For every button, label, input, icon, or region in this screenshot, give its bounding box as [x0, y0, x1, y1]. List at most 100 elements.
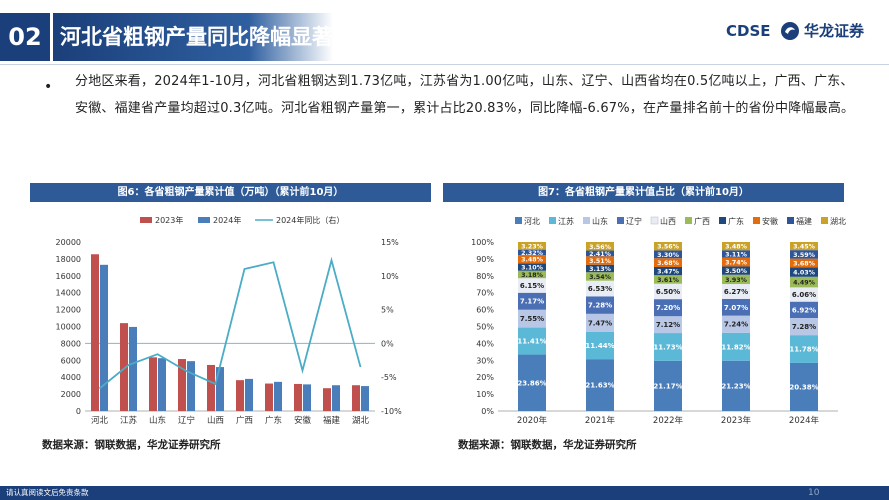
segment-label: 3.48%: [725, 244, 748, 251]
legend-label-yoy: 2024年同比（右）: [276, 215, 344, 225]
y-tick: 100%: [471, 238, 494, 247]
segment-label: 3.68%: [793, 260, 816, 267]
legend-swatch: [650, 216, 659, 225]
bullet-dot: •: [44, 79, 53, 95]
bar-2024: [100, 264, 108, 411]
bar-2024: [332, 385, 340, 411]
stack-segment: [586, 250, 614, 257]
stack-segment: [790, 317, 818, 336]
stack-segment: [722, 257, 750, 267]
stack-segment: [654, 275, 682, 284]
footer-bar: [0, 486, 889, 500]
section-number: 02: [0, 13, 50, 61]
bar-2024: [129, 326, 137, 411]
stack-segment: [518, 278, 546, 293]
bar-2023: [352, 385, 360, 411]
bar-2023: [120, 323, 128, 411]
legend-swatch: [753, 217, 760, 224]
segment-label: 11.82%: [721, 343, 750, 351]
segment-label: 6.92%: [792, 306, 816, 314]
legend-swatch: [549, 217, 556, 224]
stack-segment: [586, 296, 614, 314]
figure-7-title: 图7：各省粗钢产量累计值占比（累计前10月）: [443, 183, 844, 202]
logo-text: CDSE: [726, 22, 771, 40]
y-tick-right: -10%: [381, 407, 402, 416]
x-tick-label: 山东: [149, 415, 166, 426]
stack-segment: [654, 258, 682, 267]
figure-6-title: 图6：各省粗钢产量累计值（万吨）（累计前10月）: [30, 183, 431, 202]
stack-segment: [518, 242, 546, 250]
bar-2023: [265, 383, 273, 411]
legend-label: 山西: [660, 216, 676, 226]
bar-2024: [187, 361, 195, 411]
segment-label: 6.53%: [588, 285, 612, 293]
legend-swatch: [821, 217, 828, 224]
bar-2023: [91, 254, 99, 411]
segment-label: 11.78%: [789, 346, 818, 354]
segment-label: 6.06%: [792, 291, 816, 299]
segment-label: 7.07%: [724, 304, 748, 312]
brand-logo: CDSE 华龙证券: [726, 20, 886, 44]
stack-segment: [654, 360, 682, 411]
legend-swatch: [617, 217, 624, 224]
segment-label: 4.03%: [793, 270, 816, 277]
segment-label: 7.24%: [724, 321, 748, 329]
page-number: 10: [808, 488, 820, 498]
segment-label: 11.41%: [517, 338, 546, 346]
segment-label: 7.17%: [520, 298, 544, 306]
y-tick-left: 4000: [61, 373, 81, 382]
segment-label: 7.55%: [520, 315, 544, 323]
segment-label: 7.20%: [656, 304, 680, 312]
y-tick: 30%: [476, 356, 494, 365]
left-source-note: 数据来源：钢联数据，华龙证券研究所: [42, 439, 221, 451]
summary-paragraph: 分地区来看，2024年1-10月，河北省粗钢达到1.73亿吨，江苏省为1.00亿…: [75, 74, 855, 116]
segment-label: 3.51%: [589, 258, 612, 265]
stack-segment: [586, 256, 614, 265]
bar-2023: [149, 357, 157, 411]
y-tick-right: 5%: [381, 306, 394, 315]
stack-segment: [654, 333, 682, 361]
stack-segment: [790, 287, 818, 302]
stack-segment: [586, 242, 614, 251]
y-tick-left: 16000: [56, 272, 81, 281]
segment-label: 3.93%: [725, 277, 748, 284]
y-tick: 60%: [476, 306, 494, 315]
legend-label: 山东: [592, 216, 608, 226]
stack-segment: [722, 250, 750, 258]
stack-segment: [586, 359, 614, 411]
stack-segment: [654, 299, 682, 317]
stack-segment: [654, 266, 682, 276]
segment-label: 3.56%: [657, 244, 680, 251]
y-tick-left: 20000: [56, 238, 81, 247]
stack-segment: [722, 274, 750, 285]
x-tick-label: 湖北: [352, 416, 370, 426]
bar-2024: [274, 381, 282, 411]
bar-2023: [294, 383, 302, 411]
stack-segment: [586, 331, 614, 360]
bar-2024: [216, 367, 224, 411]
stack-segment: [518, 354, 546, 411]
segment-label: 6.15%: [520, 282, 544, 290]
stack-segment: [722, 284, 750, 299]
y-tick: 70%: [476, 289, 494, 298]
stack-segment: [586, 264, 614, 273]
legend-label: 安徽: [762, 216, 778, 226]
y-tick-left: 0: [76, 407, 81, 416]
segment-label: 3.47%: [657, 269, 680, 276]
x-tick-label: 2021年: [585, 415, 616, 426]
segment-label: 3.13%: [589, 266, 612, 273]
y-tick: 50%: [476, 323, 494, 332]
segment-label: 6.50%: [656, 288, 680, 296]
legend-label-2023: 2023年: [155, 215, 183, 225]
legend-swatch-2024: [198, 217, 210, 223]
y-tick-left: 12000: [56, 306, 81, 315]
x-tick-label: 2024年: [789, 415, 820, 426]
y-tick: 0%: [481, 407, 494, 416]
legend-label: 辽宁: [626, 216, 642, 226]
province-output-chart: 2023年 2024年 2024年同比（右） 0 2000 4000 6000 8000 100…: [56, 215, 403, 426]
segment-label: 3.61%: [657, 277, 680, 284]
y-tick-left: 2000: [61, 390, 81, 399]
segment-label: 7.47%: [588, 319, 612, 327]
stack-segment: [722, 298, 750, 316]
y-tick: 20%: [476, 373, 494, 382]
